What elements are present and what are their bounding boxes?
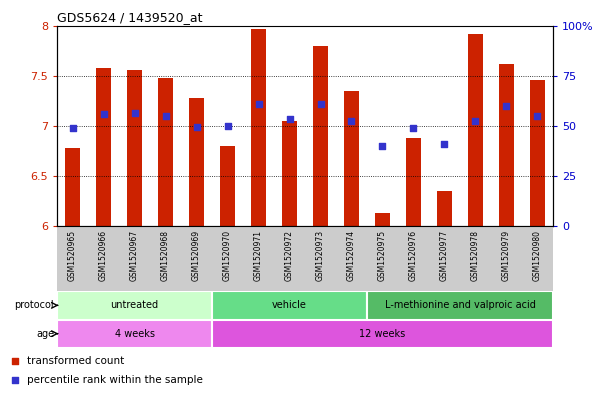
Point xyxy=(254,101,263,107)
Point xyxy=(99,111,108,117)
Text: age: age xyxy=(36,329,54,339)
Bar xyxy=(220,146,235,226)
Bar xyxy=(212,291,367,320)
Text: GSM1520975: GSM1520975 xyxy=(378,230,387,281)
Text: GSM1520966: GSM1520966 xyxy=(99,230,108,281)
Point xyxy=(130,110,139,116)
Text: GSM1520971: GSM1520971 xyxy=(254,230,263,281)
Bar xyxy=(313,46,328,226)
Point xyxy=(471,118,480,124)
Text: GSM1520980: GSM1520980 xyxy=(533,230,542,281)
Bar xyxy=(437,191,452,226)
Bar xyxy=(344,91,359,226)
Text: vehicle: vehicle xyxy=(272,300,307,310)
Point xyxy=(440,141,450,147)
Bar xyxy=(251,29,266,226)
Point xyxy=(377,143,387,149)
Text: untreated: untreated xyxy=(111,300,159,310)
Point xyxy=(10,377,20,384)
Text: GSM1520979: GSM1520979 xyxy=(502,230,511,281)
Bar xyxy=(529,80,545,226)
Point xyxy=(10,358,20,364)
Text: transformed count: transformed count xyxy=(26,356,124,366)
Text: protocol: protocol xyxy=(14,300,54,310)
Text: GSM1520967: GSM1520967 xyxy=(130,230,139,281)
Point xyxy=(316,101,325,107)
Text: GSM1520978: GSM1520978 xyxy=(471,230,480,281)
Bar xyxy=(499,64,514,226)
Text: GSM1520976: GSM1520976 xyxy=(409,230,418,281)
Bar xyxy=(189,98,204,226)
Bar xyxy=(375,213,390,226)
Point xyxy=(223,123,233,129)
Text: GSM1520969: GSM1520969 xyxy=(192,230,201,281)
Text: GSM1520973: GSM1520973 xyxy=(316,230,325,281)
Bar xyxy=(65,148,81,226)
Bar xyxy=(57,320,212,348)
Text: percentile rank within the sample: percentile rank within the sample xyxy=(26,375,203,386)
Text: L-methionine and valproic acid: L-methionine and valproic acid xyxy=(385,300,535,310)
Bar xyxy=(158,78,173,226)
Point xyxy=(285,116,294,122)
Point xyxy=(502,103,511,109)
Point xyxy=(347,118,356,124)
Bar xyxy=(406,138,421,226)
Bar xyxy=(212,320,553,348)
Text: GSM1520965: GSM1520965 xyxy=(68,230,77,281)
Point xyxy=(532,113,542,119)
Text: 4 weeks: 4 weeks xyxy=(115,329,154,339)
Text: GSM1520970: GSM1520970 xyxy=(223,230,232,281)
Text: GSM1520974: GSM1520974 xyxy=(347,230,356,281)
Bar xyxy=(367,291,553,320)
Text: GSM1520972: GSM1520972 xyxy=(285,230,294,281)
Bar xyxy=(468,33,483,226)
Text: GSM1520977: GSM1520977 xyxy=(440,230,449,281)
Bar xyxy=(57,291,212,320)
Point xyxy=(160,113,170,119)
Bar xyxy=(96,68,111,226)
Text: GDS5624 / 1439520_at: GDS5624 / 1439520_at xyxy=(57,11,203,24)
Bar xyxy=(127,70,142,226)
Point xyxy=(409,125,418,131)
Point xyxy=(192,124,201,130)
Point xyxy=(68,125,78,131)
Text: 12 weeks: 12 weeks xyxy=(359,329,406,339)
Text: GSM1520968: GSM1520968 xyxy=(161,230,170,281)
Bar xyxy=(282,121,297,226)
